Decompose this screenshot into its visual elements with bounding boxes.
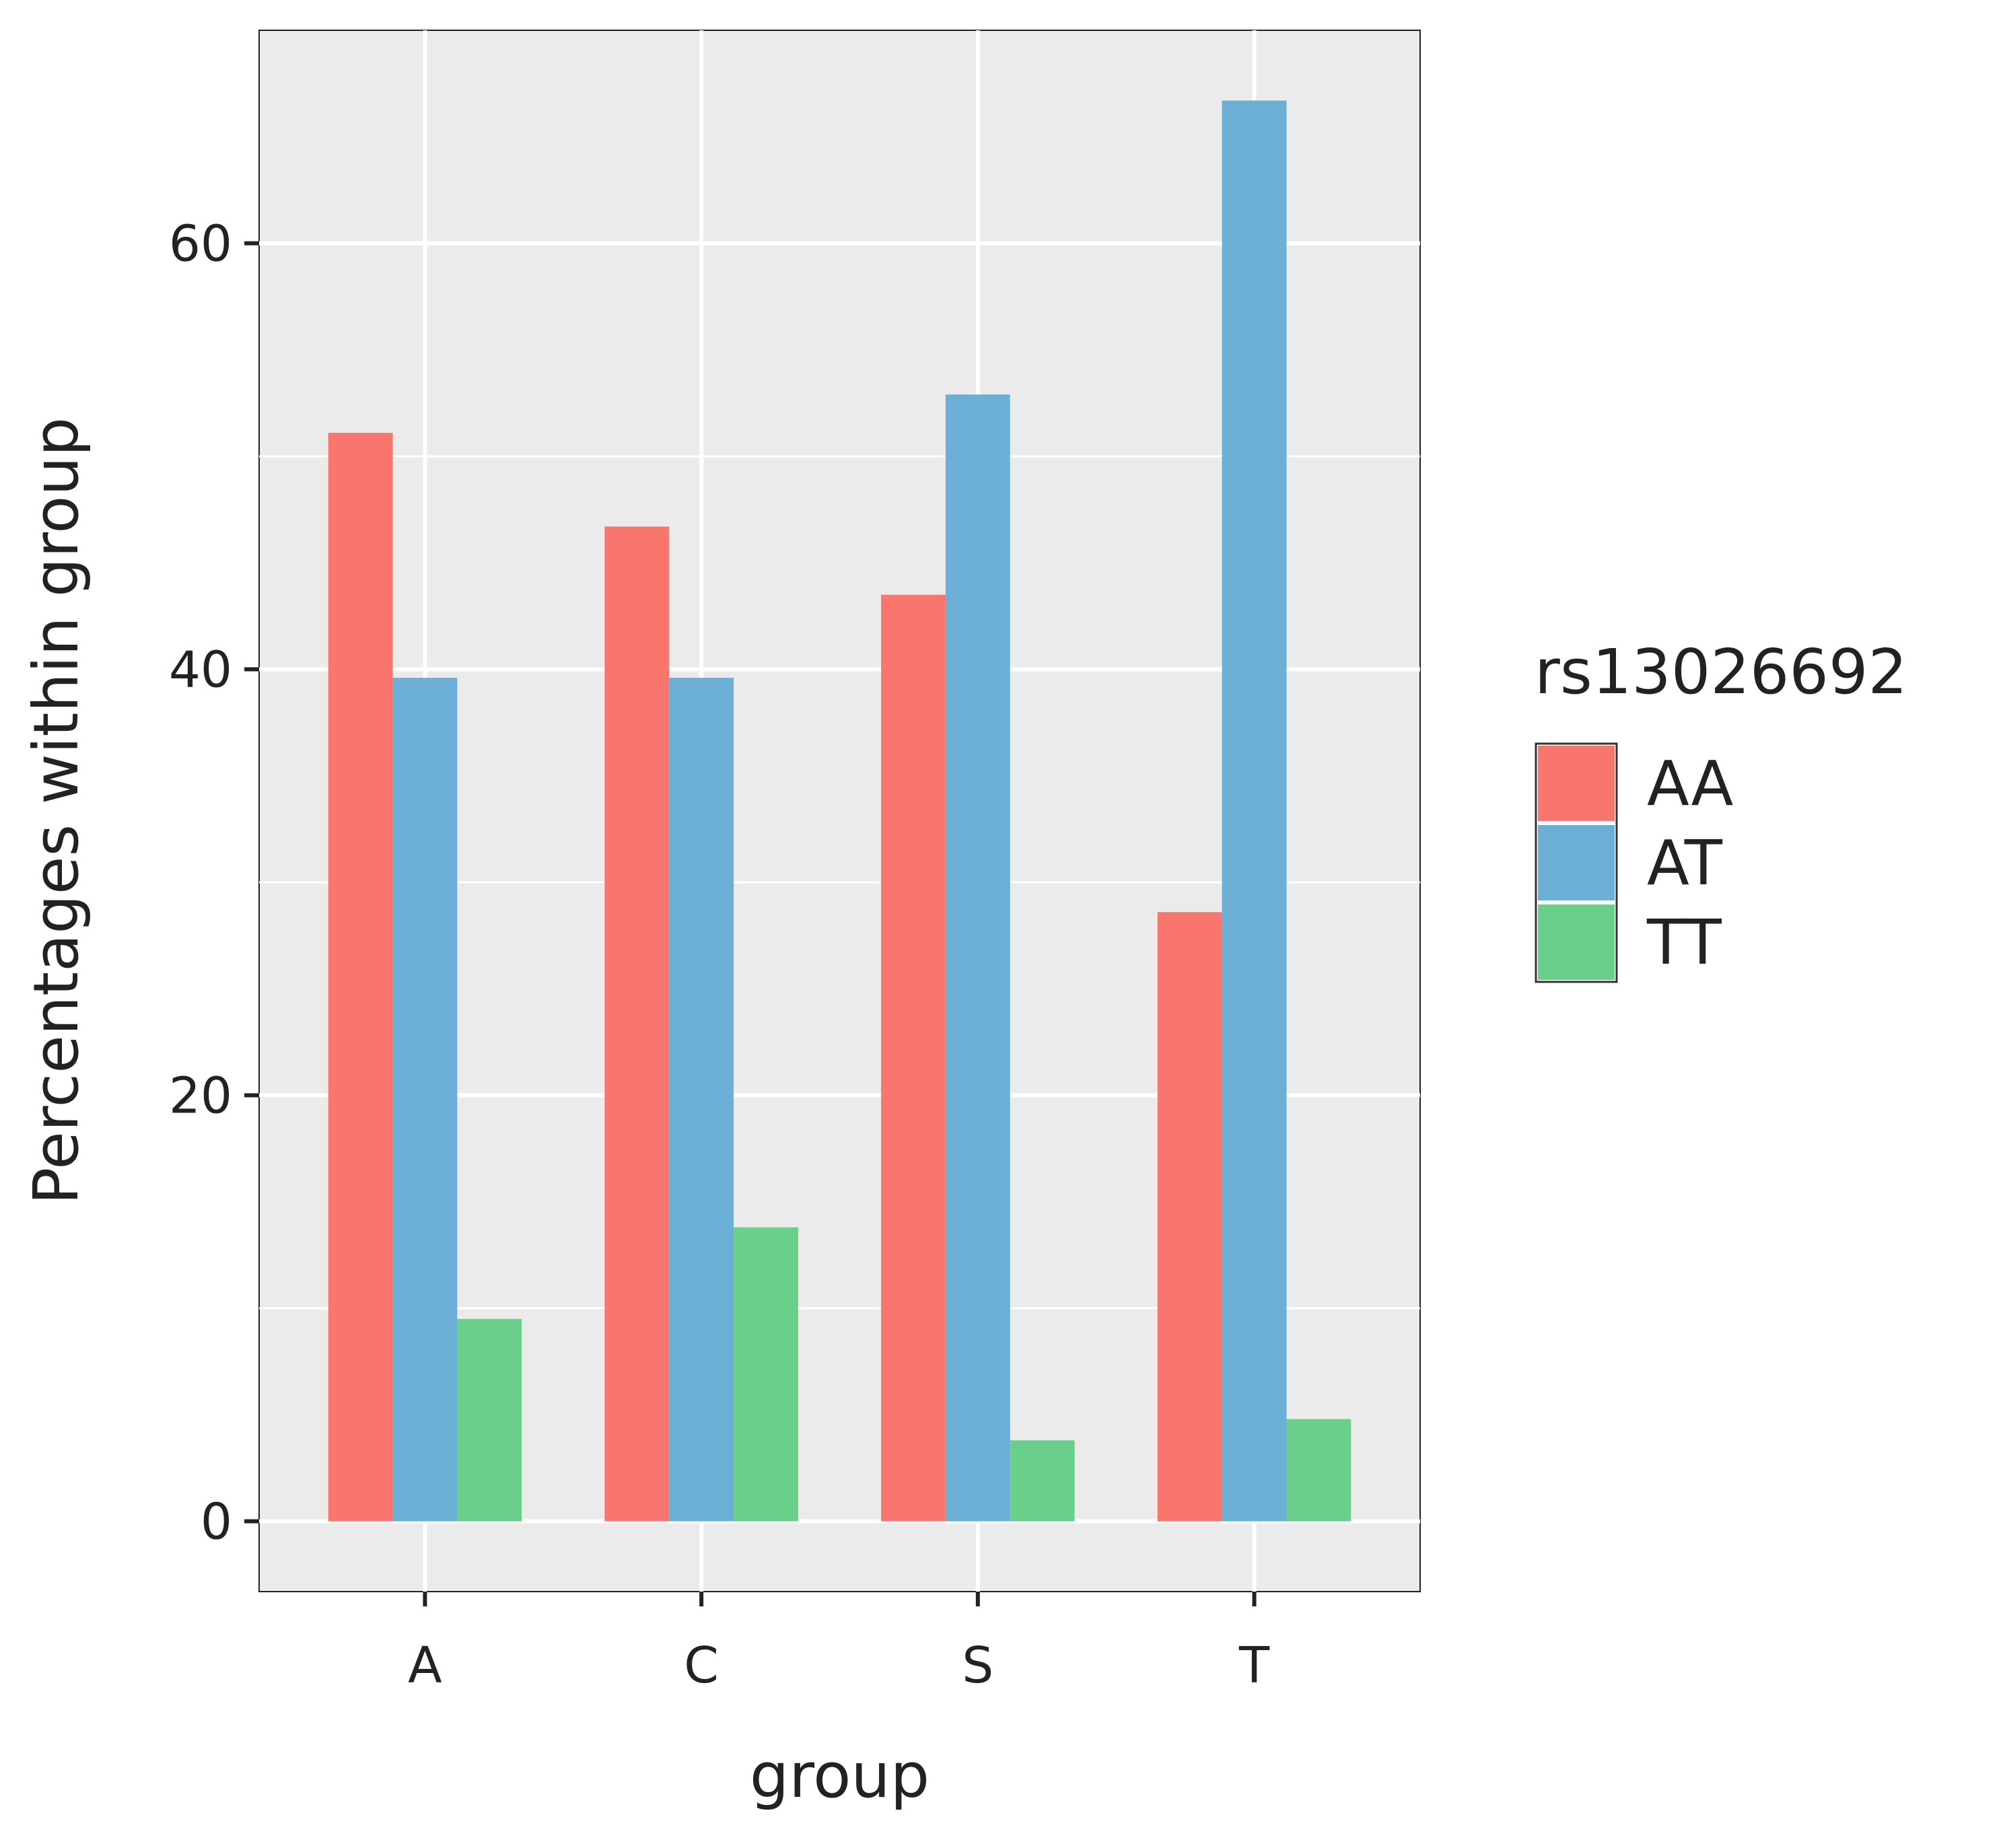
legend-label-aa: AA (1647, 748, 1733, 820)
bar-aa-s (881, 594, 946, 1522)
x-tick-label: A (408, 1637, 442, 1695)
legend-swatch-at (1538, 825, 1615, 900)
y-tick-label: 60 (169, 215, 232, 273)
bar-aa-a (328, 433, 393, 1522)
bars-layer (328, 100, 1351, 1522)
x-tick-label: C (684, 1637, 719, 1695)
y-tick-label: 40 (169, 641, 232, 699)
y-tick-label: 0 (201, 1493, 232, 1551)
bar-aa-c (604, 526, 670, 1522)
legend-swatch-aa (1538, 746, 1615, 821)
bar-at-s (945, 394, 1010, 1522)
bar-tt-s (1010, 1440, 1075, 1522)
legend-label-at: AT (1647, 827, 1723, 899)
y-tick-label: 20 (169, 1067, 232, 1125)
bar-at-a (392, 678, 458, 1522)
x-tick-label: S (962, 1637, 993, 1695)
y-axis: 0 20 40 60 (169, 215, 259, 1551)
y-axis-title: Percentages within group (20, 417, 92, 1205)
bar-tt-a (457, 1318, 522, 1522)
bar-aa-t (1157, 912, 1222, 1522)
x-tick-label: T (1238, 1637, 1270, 1695)
legend-label-tt: TT (1646, 907, 1722, 979)
legend-swatch-tt (1538, 904, 1615, 980)
bar-tt-c (734, 1227, 798, 1522)
bar-at-t (1222, 100, 1287, 1522)
bar-tt-t (1286, 1419, 1351, 1522)
x-axis-title: group (750, 1740, 929, 1812)
legend-key-frame (1535, 742, 1618, 983)
legend-title: rs13026692 (1535, 636, 1907, 708)
bar-at-c (669, 678, 734, 1522)
